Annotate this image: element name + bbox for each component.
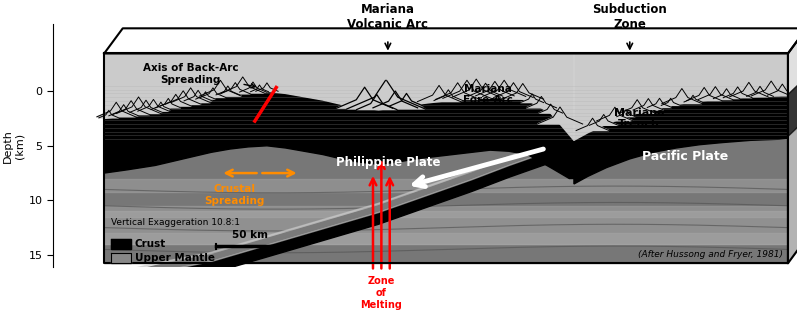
- Polygon shape: [633, 99, 664, 110]
- Polygon shape: [156, 98, 181, 108]
- Polygon shape: [104, 211, 788, 244]
- Polygon shape: [647, 98, 672, 107]
- Polygon shape: [104, 54, 788, 263]
- Polygon shape: [723, 87, 752, 98]
- Polygon shape: [788, 77, 800, 263]
- Polygon shape: [475, 81, 514, 96]
- Polygon shape: [435, 83, 480, 100]
- Polygon shape: [104, 206, 788, 217]
- Polygon shape: [200, 88, 226, 97]
- Polygon shape: [256, 83, 278, 91]
- Text: Subduction
Zone: Subduction Zone: [592, 3, 667, 31]
- Text: Mariana
Trench: Mariana Trench: [614, 108, 664, 129]
- Polygon shape: [151, 102, 170, 110]
- Polygon shape: [104, 54, 574, 140]
- Polygon shape: [220, 83, 250, 94]
- Polygon shape: [110, 239, 131, 249]
- Polygon shape: [434, 90, 462, 100]
- Polygon shape: [104, 233, 788, 244]
- Polygon shape: [99, 110, 118, 118]
- Polygon shape: [788, 28, 800, 263]
- Polygon shape: [337, 87, 393, 108]
- Polygon shape: [730, 82, 768, 97]
- Polygon shape: [686, 87, 722, 101]
- Text: Upper Mantle: Upper Mantle: [135, 253, 215, 263]
- Text: 50 km: 50 km: [232, 230, 268, 240]
- Polygon shape: [165, 91, 202, 104]
- Polygon shape: [196, 92, 215, 99]
- Polygon shape: [117, 97, 161, 114]
- Y-axis label: Depth
(km): Depth (km): [2, 129, 24, 163]
- Circle shape: [384, 71, 393, 80]
- Polygon shape: [390, 93, 423, 106]
- Polygon shape: [788, 77, 800, 136]
- Polygon shape: [160, 94, 191, 106]
- Polygon shape: [767, 84, 797, 95]
- Text: Mariana
Volcanic Arc: Mariana Volcanic Arc: [347, 3, 428, 31]
- Polygon shape: [104, 135, 574, 300]
- Polygon shape: [662, 98, 680, 105]
- Text: Crustal
Spreading: Crustal Spreading: [204, 184, 265, 206]
- Polygon shape: [526, 96, 557, 108]
- Polygon shape: [452, 79, 501, 97]
- Circle shape: [380, 73, 387, 80]
- Polygon shape: [751, 81, 791, 96]
- Polygon shape: [597, 107, 633, 121]
- Circle shape: [384, 74, 390, 80]
- Text: Vertical Exaggeration 10.8:1: Vertical Exaggeration 10.8:1: [110, 218, 240, 228]
- Polygon shape: [617, 110, 635, 117]
- Polygon shape: [494, 83, 534, 98]
- Text: Mariana
Fore-Arc: Mariana Fore-Arc: [463, 84, 514, 105]
- Polygon shape: [171, 88, 210, 103]
- Polygon shape: [746, 86, 774, 96]
- Text: Crust: Crust: [135, 239, 166, 249]
- Polygon shape: [574, 54, 788, 140]
- Polygon shape: [130, 100, 162, 112]
- Polygon shape: [113, 101, 150, 115]
- Polygon shape: [619, 100, 655, 113]
- Polygon shape: [110, 253, 131, 263]
- Polygon shape: [239, 82, 266, 92]
- Polygon shape: [104, 54, 788, 263]
- Polygon shape: [698, 87, 733, 100]
- Polygon shape: [222, 77, 264, 93]
- Polygon shape: [138, 100, 169, 111]
- Polygon shape: [482, 80, 526, 96]
- Polygon shape: [357, 95, 397, 110]
- Text: Philippine Plate: Philippine Plate: [336, 156, 440, 169]
- Polygon shape: [104, 132, 574, 289]
- Polygon shape: [538, 104, 562, 113]
- Polygon shape: [590, 115, 618, 125]
- Polygon shape: [104, 178, 788, 192]
- Polygon shape: [468, 83, 503, 96]
- Polygon shape: [502, 84, 544, 99]
- Polygon shape: [104, 28, 800, 54]
- Text: (After Hussong and Fryer, 1981): (After Hussong and Fryer, 1981): [638, 250, 783, 259]
- Polygon shape: [199, 80, 242, 96]
- Polygon shape: [97, 102, 136, 117]
- Polygon shape: [250, 85, 269, 92]
- Polygon shape: [373, 91, 418, 108]
- Polygon shape: [521, 94, 544, 103]
- Polygon shape: [109, 105, 138, 116]
- Text: Axis of Back-Arc
Spreading: Axis of Back-Arc Spreading: [143, 63, 255, 88]
- Polygon shape: [574, 95, 788, 184]
- Polygon shape: [538, 107, 582, 124]
- Polygon shape: [104, 91, 574, 178]
- Polygon shape: [418, 85, 461, 102]
- Polygon shape: [347, 80, 425, 109]
- Text: Zone
of
Melting: Zone of Melting: [361, 276, 402, 310]
- Text: Pacific Plate: Pacific Plate: [642, 150, 729, 163]
- Polygon shape: [216, 86, 240, 95]
- Polygon shape: [443, 80, 491, 98]
- Polygon shape: [576, 118, 609, 131]
- Polygon shape: [184, 90, 212, 101]
- Polygon shape: [662, 89, 702, 104]
- Polygon shape: [684, 95, 702, 102]
- Polygon shape: [714, 89, 740, 99]
